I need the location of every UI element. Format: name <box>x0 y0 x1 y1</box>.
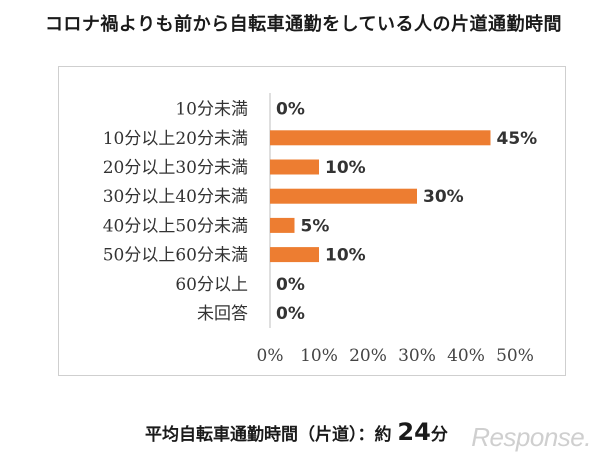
bar <box>270 247 319 263</box>
bar <box>270 130 491 146</box>
average-value: 24 <box>397 418 431 446</box>
chart-area <box>58 66 566 376</box>
average-label: 平均自転車通勤時間（片道）：約 <box>145 425 392 445</box>
value-label: 45% <box>497 129 538 149</box>
response-logo: Response. <box>471 422 591 452</box>
category-label: 60分以上 <box>175 275 248 295</box>
value-label: 0% <box>276 304 305 324</box>
value-label: 5% <box>301 216 330 236</box>
category-label: 40分以上50分未満 <box>103 216 248 236</box>
value-label: 10% <box>325 246 366 266</box>
category-label: 未回答 <box>197 304 248 324</box>
category-label: 30分以上40分未満 <box>103 187 248 207</box>
x-tick-label: 10% <box>300 346 338 366</box>
category-label: 10分未満 <box>175 100 248 120</box>
category-label: 10分以上20分未満 <box>103 129 248 149</box>
category-label: 20分以上30分未満 <box>103 158 248 178</box>
average-unit: 分 <box>430 425 448 445</box>
x-tick-label: 30% <box>398 346 436 366</box>
chart-title: コロナ禍よりも前から自転車通勤をしている人の片道通勤時間 <box>44 14 563 35</box>
average-commute-time: 平均自転車通勤時間（片道）：約 24分 <box>145 418 448 446</box>
x-tick-label: 20% <box>349 346 387 366</box>
value-label: 10% <box>325 158 366 178</box>
value-label: 0% <box>276 275 305 295</box>
bar <box>270 188 417 204</box>
x-tick-label: 0% <box>257 346 284 366</box>
x-tick-label: 50% <box>496 346 534 366</box>
bar <box>270 159 319 175</box>
value-label: 0% <box>276 100 305 120</box>
value-label: 30% <box>423 187 464 207</box>
x-tick-label: 40% <box>447 346 485 366</box>
category-label: 50分以上60分未満 <box>103 246 248 266</box>
bar <box>270 217 295 233</box>
